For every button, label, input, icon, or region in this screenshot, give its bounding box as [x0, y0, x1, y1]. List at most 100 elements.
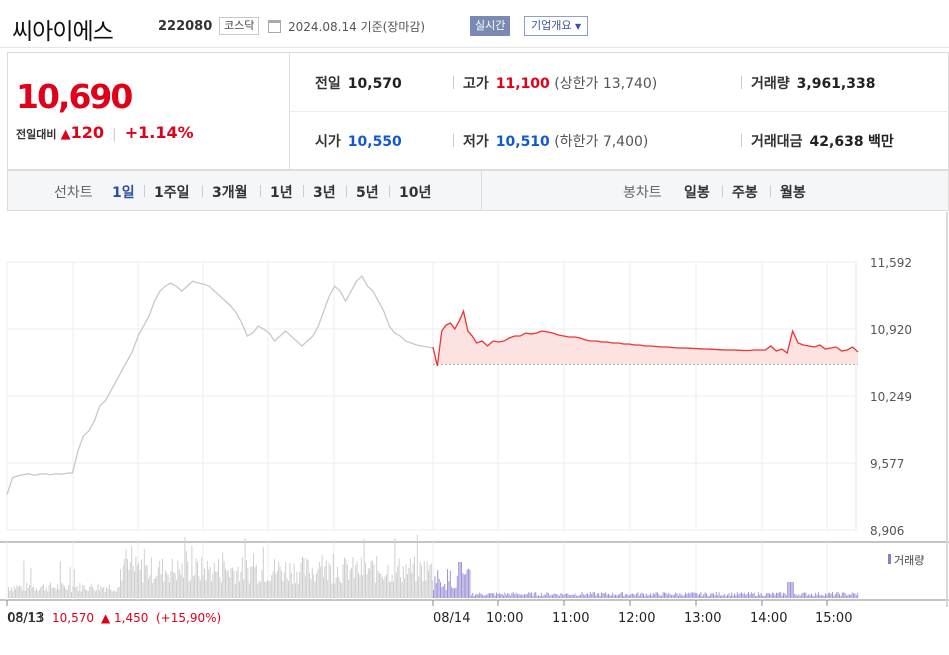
volume-bar	[598, 593, 600, 598]
volume-bar	[390, 581, 392, 598]
company-overview-button[interactable]: 기업개요 ▼	[524, 16, 589, 36]
volume-bar	[215, 571, 217, 598]
volume-bar	[176, 580, 177, 598]
tab-1year[interactable]: 1년	[270, 185, 293, 201]
volume-bar	[468, 568, 469, 598]
volume-bar	[78, 590, 79, 598]
y-tick-label: 10,920	[870, 323, 912, 337]
volume-bar	[157, 567, 159, 598]
volume-bar	[184, 537, 186, 598]
volume-bar	[23, 560, 25, 598]
volume-bar	[706, 593, 707, 598]
volume-bar	[47, 591, 49, 598]
volume-bar	[13, 586, 15, 598]
tab-3year[interactable]: 3년	[313, 185, 336, 201]
up-triangle-icon: ▲	[60, 127, 71, 142]
volume-bar	[519, 594, 521, 598]
volume-bar	[813, 595, 815, 598]
volume-bar	[493, 593, 495, 598]
volume-bar	[24, 590, 26, 598]
tab-daily-candle[interactable]: 일봉	[684, 185, 710, 201]
volume-bar	[219, 577, 221, 598]
realtime-button[interactable]: 실시간	[470, 16, 511, 36]
price-chart[interactable]: 11,592 10,920 10,249 9,577 8,906 08/13 08/14 1…	[0, 212, 949, 655]
separator	[722, 185, 723, 197]
volume-bar	[783, 593, 784, 598]
volume-bar	[752, 593, 754, 598]
volume-bar	[190, 580, 191, 598]
volume-bar	[380, 573, 382, 598]
candle-chart-label: 봉차트	[623, 185, 662, 201]
volume-bar	[472, 592, 474, 598]
tab-3month[interactable]: 3개월	[212, 185, 248, 201]
volume-bar	[707, 595, 709, 598]
volume-bar	[373, 564, 375, 598]
volume-bar	[700, 592, 702, 598]
volume-bar	[129, 561, 131, 598]
volume-bar	[103, 587, 105, 598]
volume-bar	[324, 566, 326, 598]
volume-bar	[798, 594, 800, 598]
volume-bar	[75, 587, 77, 598]
volume-bar	[394, 538, 396, 598]
volume-bar	[257, 583, 259, 598]
volume-bar	[570, 595, 572, 598]
volume-bar	[529, 593, 531, 598]
volume-bar	[812, 595, 814, 598]
x-tick-label: 14:00	[750, 611, 787, 626]
tab-5year[interactable]: 5년	[356, 185, 379, 201]
volume-bar	[149, 575, 151, 598]
volume-bar	[631, 593, 633, 598]
volume-bar	[722, 595, 724, 598]
y-tick-label: 8,906	[870, 524, 904, 538]
tab-1week[interactable]: 1주일	[154, 185, 190, 201]
volume-bar	[668, 592, 670, 598]
separator	[389, 185, 390, 197]
volume-bar	[715, 592, 717, 598]
volume-bar	[36, 588, 37, 598]
volume-bar	[630, 594, 632, 598]
open-cell: 시가 10,550	[315, 131, 402, 151]
volume-bar	[156, 575, 158, 598]
volume-bar	[760, 592, 762, 598]
volume-bar	[552, 594, 553, 598]
volume-bar	[358, 573, 359, 598]
volume-bar	[836, 592, 838, 598]
volume-bar	[61, 582, 63, 598]
volume-bar	[10, 587, 12, 598]
volume-bar	[423, 561, 425, 598]
volume-bar	[654, 594, 656, 598]
volume-bar	[788, 582, 790, 598]
volume-bar	[739, 593, 741, 598]
volume-bar	[66, 589, 68, 598]
volume-bar	[321, 555, 323, 598]
tab-monthly-candle[interactable]: 월봉	[780, 185, 806, 201]
tab-10year[interactable]: 10년	[399, 185, 432, 201]
volume-bar	[822, 595, 824, 598]
volume-bar	[43, 584, 44, 598]
stock-name: 씨아이에스	[12, 19, 114, 45]
volume-bar	[613, 595, 615, 598]
volume-bar	[769, 593, 770, 598]
volume-bar	[655, 592, 657, 598]
volume-bar	[528, 592, 530, 598]
volume-bar	[79, 583, 81, 598]
volume-bar	[205, 580, 207, 598]
market-badge: 코스닥	[219, 17, 260, 35]
volume-bar	[275, 573, 277, 598]
volume-bar	[483, 595, 485, 598]
volume-bar	[9, 590, 11, 598]
volume-bar	[539, 595, 541, 598]
volume-bar	[693, 592, 695, 598]
tab-weekly-candle[interactable]: 주봉	[732, 185, 758, 201]
volume-bar	[581, 592, 583, 598]
volume-bar	[316, 573, 317, 598]
volume-bar	[466, 569, 468, 598]
tab-1day[interactable]: 1일	[112, 185, 135, 201]
volume-bar	[678, 595, 679, 598]
volume-bar	[260, 582, 261, 598]
volume-bar	[777, 593, 779, 598]
volume-bar	[477, 594, 479, 598]
volume-bar	[328, 563, 330, 598]
volume-bar	[170, 571, 172, 598]
